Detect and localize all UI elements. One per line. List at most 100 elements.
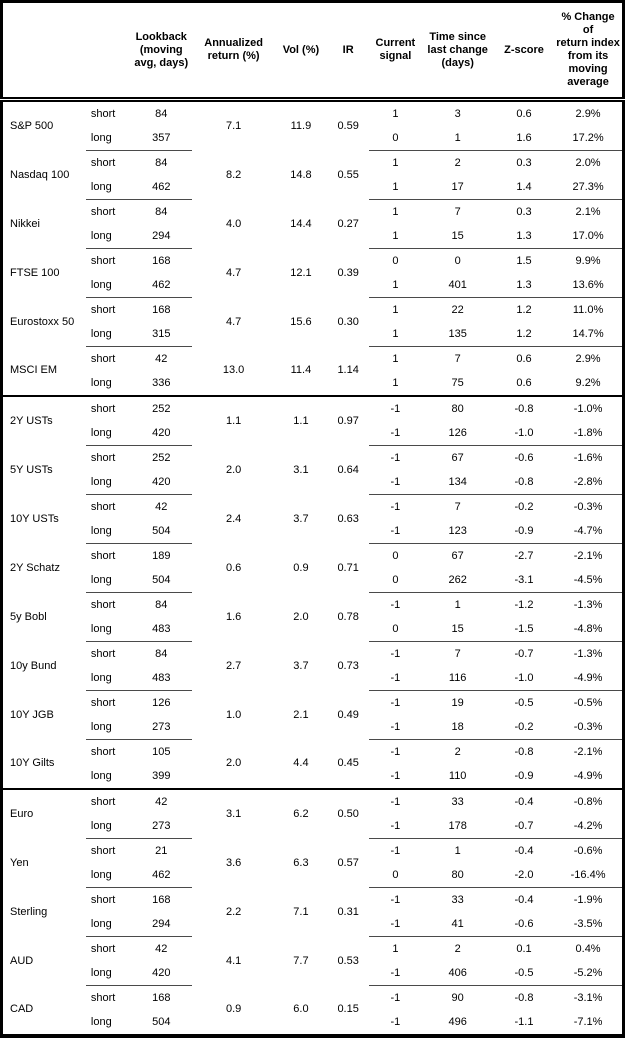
ir-value: 0.31 bbox=[327, 887, 370, 937]
current-signal-short: 1 bbox=[369, 346, 422, 371]
vol-value: 2.1 bbox=[274, 690, 328, 740]
lookback-short-value: 84 bbox=[130, 199, 193, 224]
vol-value: 7.1 bbox=[274, 887, 328, 937]
row-label-short: short bbox=[85, 494, 131, 519]
current-signal-short: -1 bbox=[369, 445, 422, 470]
z-score-long: -2.0 bbox=[493, 863, 555, 888]
pct-change-short: -0.5% bbox=[554, 690, 624, 715]
table-row: long 504 0 262 -3.1 -4.5% bbox=[2, 568, 624, 593]
lookback-long-value: 483 bbox=[130, 666, 193, 691]
current-signal-short: -1 bbox=[369, 838, 422, 863]
z-score-short: -0.8 bbox=[493, 739, 555, 764]
instrument-name: 10Y Gilts bbox=[1, 739, 86, 789]
vol-value: 14.8 bbox=[274, 150, 328, 200]
instrument-name: 2Y Schatz bbox=[1, 543, 86, 593]
pct-change-short: -0.6% bbox=[554, 838, 624, 863]
time-since-short: 3 bbox=[421, 99, 494, 126]
row-label-short: short bbox=[85, 199, 131, 224]
current-signal-long: 0 bbox=[369, 568, 422, 593]
annualized-return-value: 1.0 bbox=[192, 690, 275, 740]
row-label-long: long bbox=[85, 814, 131, 839]
ir-value: 1.14 bbox=[327, 346, 370, 396]
table-row: 10y Bund short 84 2.7 3.7 0.73 -1 7 -0.7 -1.3% bbox=[1, 641, 624, 691]
ir-value: 0.64 bbox=[327, 445, 370, 495]
ir-value: 0.63 bbox=[327, 494, 370, 544]
table-row: long 294 1 15 1.3 17.0% bbox=[2, 224, 624, 249]
col-header-annualized-return: Annualized return (%) bbox=[192, 1, 275, 102]
time-since-short: 67 bbox=[421, 445, 494, 470]
annualized-return-value: 2.0 bbox=[192, 445, 275, 495]
annualized-return-value: 4.7 bbox=[192, 297, 275, 347]
z-score-short: -0.8 bbox=[493, 395, 555, 421]
z-score-long: -1.0 bbox=[493, 666, 555, 691]
instrument-name: Nikkei bbox=[1, 199, 86, 249]
time-since-long: 123 bbox=[421, 519, 494, 544]
pct-change-short: 0.4% bbox=[554, 936, 624, 961]
ir-value: 0.55 bbox=[327, 150, 370, 200]
col-header-time-since: Time since last change (days) bbox=[421, 1, 494, 102]
lookback-short-value: 84 bbox=[130, 150, 193, 175]
pct-change-long: -16.4% bbox=[554, 863, 624, 888]
annualized-return-value: 0.9 bbox=[192, 985, 275, 1036]
row-label-long: long bbox=[85, 764, 131, 790]
annualized-return-value: 3.1 bbox=[192, 788, 275, 839]
section-fx: Euro short 42 3.1 6.2 0.50 -1 33 -0.4 -0.8% long 27… bbox=[1, 788, 624, 1037]
time-since-long: 262 bbox=[421, 568, 494, 593]
pct-change-long: 17.0% bbox=[554, 224, 624, 249]
pct-change-short: 2.9% bbox=[554, 346, 624, 371]
table-row: long 273 -1 178 -0.7 -4.2% bbox=[2, 814, 624, 839]
current-signal-short: 0 bbox=[369, 248, 422, 273]
lookback-short-value: 168 bbox=[130, 985, 193, 1010]
z-score-long: -0.9 bbox=[493, 519, 555, 544]
lookback-long-value: 462 bbox=[130, 175, 193, 200]
z-score-short: -1.2 bbox=[493, 592, 555, 617]
row-label-short: short bbox=[85, 887, 131, 912]
row-label-short: short bbox=[85, 346, 131, 371]
z-score-long: -0.6 bbox=[493, 912, 555, 937]
current-signal-short: -1 bbox=[369, 788, 422, 814]
instrument-name: Eurostoxx 50 bbox=[1, 297, 86, 347]
pct-change-long: -4.2% bbox=[554, 814, 624, 839]
lookback-short-value: 42 bbox=[130, 788, 193, 814]
time-since-long: 18 bbox=[421, 715, 494, 740]
lookback-short-value: 84 bbox=[130, 641, 193, 666]
pct-change-long: -1.8% bbox=[554, 421, 624, 446]
pct-change-long: 9.2% bbox=[554, 371, 624, 397]
current-signal-short: -1 bbox=[369, 494, 422, 519]
current-signal-short: -1 bbox=[369, 592, 422, 617]
row-label-short: short bbox=[85, 641, 131, 666]
annualized-return-value: 4.0 bbox=[192, 199, 275, 249]
z-score-short: -0.4 bbox=[493, 838, 555, 863]
row-label-long: long bbox=[85, 470, 131, 495]
table-row: Yen short 21 3.6 6.3 0.57 -1 1 -0.4 -0.6% bbox=[1, 838, 624, 888]
z-score-long: 1.4 bbox=[493, 175, 555, 200]
z-score-short: 1.2 bbox=[493, 297, 555, 322]
time-since-long: 178 bbox=[421, 814, 494, 839]
time-since-short: 1 bbox=[421, 592, 494, 617]
row-label-long: long bbox=[85, 568, 131, 593]
current-signal-short: 1 bbox=[369, 99, 422, 126]
row-label-long: long bbox=[85, 421, 131, 446]
pct-change-short: 2.9% bbox=[554, 99, 624, 126]
section-bonds: 2Y USTs short 252 1.1 1.1 0.97 -1 80 -0.8 -1.0% lo… bbox=[1, 395, 624, 790]
vol-value: 12.1 bbox=[274, 248, 328, 298]
pct-change-short: -1.3% bbox=[554, 641, 624, 666]
row-label-long: long bbox=[85, 863, 131, 888]
table-row: long 420 -1 134 -0.8 -2.8% bbox=[2, 470, 624, 495]
z-score-short: 0.6 bbox=[493, 99, 555, 126]
time-since-long: 116 bbox=[421, 666, 494, 691]
current-signal-long: 0 bbox=[369, 126, 422, 151]
ir-value: 0.73 bbox=[327, 641, 370, 691]
pct-change-short: -2.1% bbox=[554, 543, 624, 568]
current-signal-long: -1 bbox=[369, 912, 422, 937]
row-label-long: long bbox=[85, 1010, 131, 1037]
ir-value: 0.53 bbox=[327, 936, 370, 986]
z-score-long: -1.0 bbox=[493, 421, 555, 446]
instrument-name: 5y Bobl bbox=[1, 592, 86, 642]
time-since-short: 80 bbox=[421, 395, 494, 421]
table-row: 5y Bobl short 84 1.6 2.0 0.78 -1 1 -1.2 -1.3% bbox=[1, 592, 624, 642]
current-signal-short: -1 bbox=[369, 985, 422, 1010]
col-header-ir: IR bbox=[327, 1, 370, 102]
pct-change-short: 9.9% bbox=[554, 248, 624, 273]
current-signal-long: -1 bbox=[369, 961, 422, 986]
